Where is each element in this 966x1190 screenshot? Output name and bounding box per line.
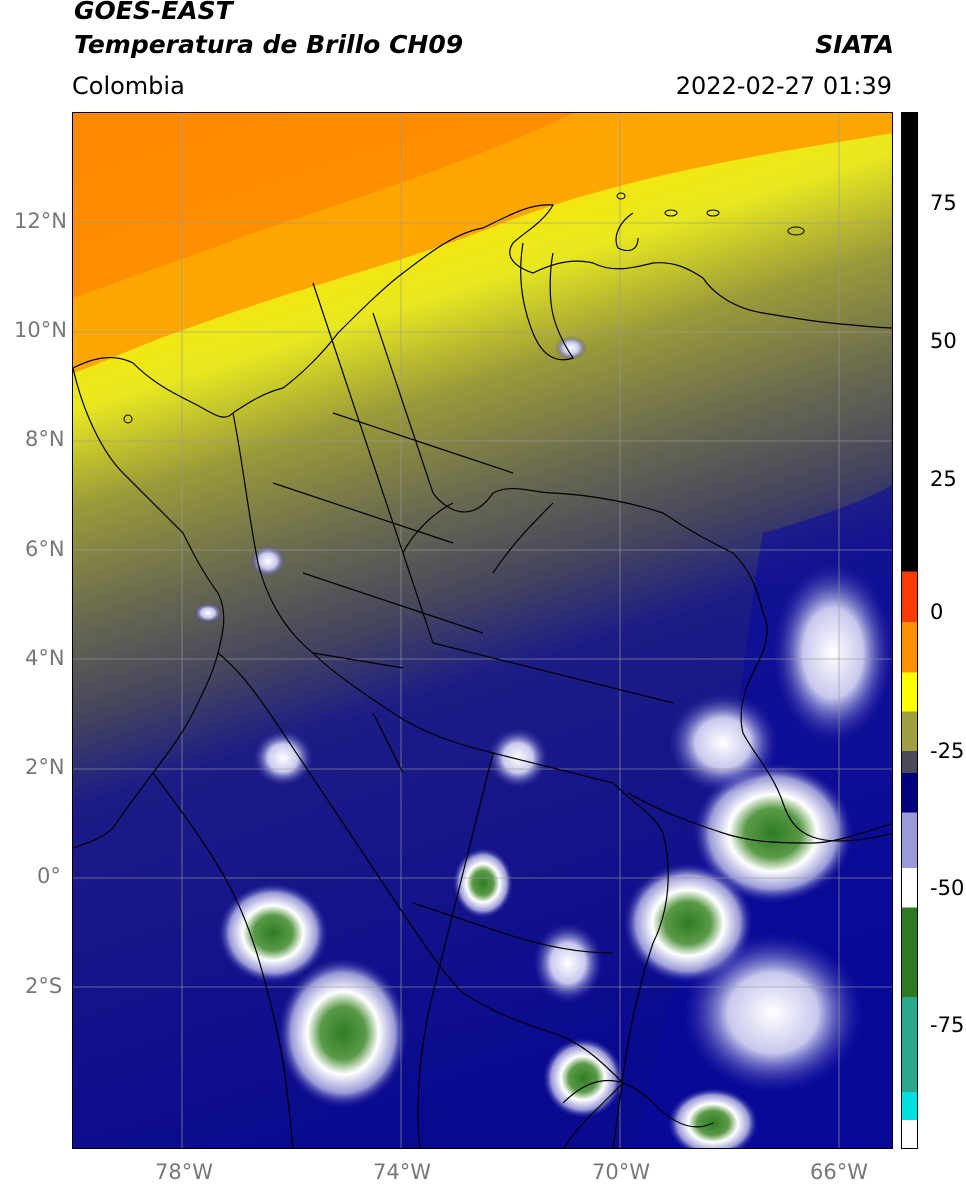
colorbar-tick-label: -50: [930, 876, 965, 900]
lat-tick-label: 2°S: [25, 974, 63, 998]
colorbar-tick-label: -75: [930, 1013, 965, 1037]
cloud-cell: [668, 693, 778, 793]
cloud-cell: [194, 603, 222, 623]
lat-tick-label: 10°N: [14, 318, 67, 342]
colorbar-tick-label: 50: [930, 329, 957, 353]
convective-cell: [543, 1038, 623, 1118]
cloud-cell: [488, 728, 548, 788]
colorbar-tick-label: -25: [930, 739, 965, 763]
lon-tick-label: 74°W: [373, 1160, 431, 1184]
convective-cell: [218, 883, 328, 983]
colorbar-tick-label: 75: [930, 191, 957, 215]
cloud-cell: [555, 336, 587, 360]
agency-label: SIATA: [815, 30, 894, 59]
colorbar-tick-label: 0: [930, 600, 944, 624]
cloud-cell: [773, 563, 892, 743]
datetime-label: 2022-02-27 01:39: [675, 72, 892, 100]
coastlines-and-borders: [73, 204, 892, 1148]
cloud-cell: [253, 730, 313, 786]
lon-tick-label: 78°W: [155, 1160, 213, 1184]
convective-cell: [453, 848, 513, 918]
lat-tick-label: 6°N: [25, 537, 65, 561]
lat-tick-label: 8°N: [25, 427, 65, 451]
satellite-title: GOES-EAST: [74, 0, 233, 25]
lat-tick-label: 4°N: [25, 646, 65, 670]
convective-cell: [668, 1088, 758, 1148]
map-canvas: [73, 113, 892, 1148]
lat-tick-label: 12°N: [14, 209, 67, 233]
warm-region-core: [73, 113, 573, 298]
cloud-cell: [683, 933, 863, 1093]
lon-tick-label: 70°W: [592, 1160, 650, 1184]
cloud-cell: [533, 923, 603, 1003]
islands: [123, 192, 805, 424]
lon-tick-label: 66°W: [810, 1160, 868, 1184]
colorbar: [901, 112, 918, 1149]
gridlines: [73, 113, 892, 1148]
convective-cell: [693, 763, 853, 903]
convective-cell: [278, 958, 408, 1108]
product-title: Temperatura de Brillo CH09: [74, 30, 464, 59]
region-label: Colombia: [72, 72, 185, 100]
lat-tick-label: 2°N: [25, 755, 65, 779]
satellite-map: [72, 112, 893, 1149]
colorbar-tick-label: 25: [930, 467, 957, 491]
lat-tick-label: 0°: [37, 864, 61, 888]
